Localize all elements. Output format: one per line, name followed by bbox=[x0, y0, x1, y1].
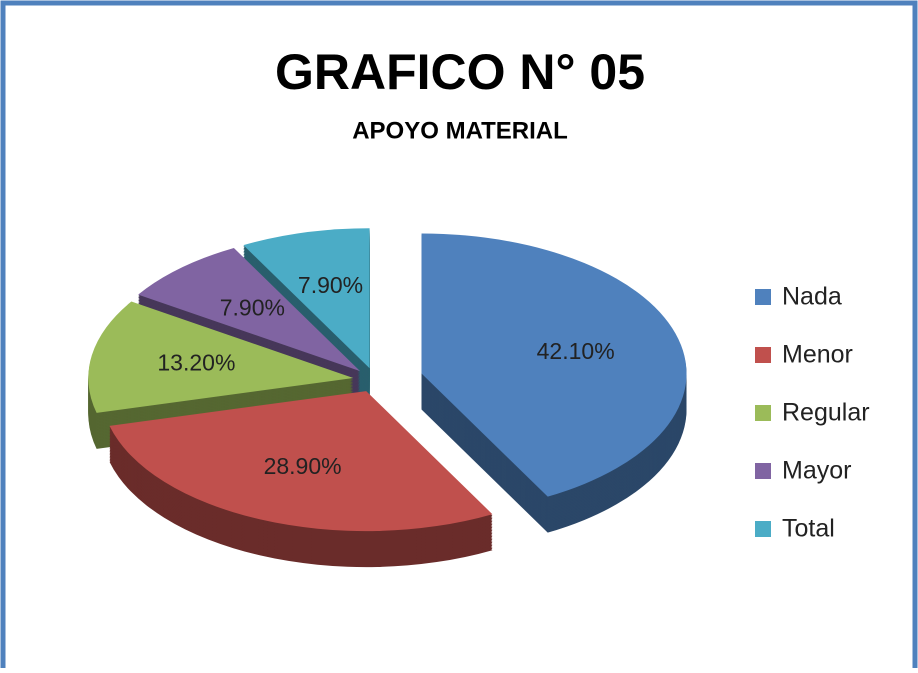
chart-subtitle: APOYO MATERIAL bbox=[352, 117, 568, 144]
data-label: 42.10% bbox=[537, 338, 615, 364]
slice bbox=[243, 228, 370, 369]
data-label: 7.90% bbox=[220, 294, 285, 320]
data-label: 28.90% bbox=[264, 453, 342, 479]
chart-title: GRAFICO N° 05 bbox=[275, 44, 645, 100]
legend-label: Regular bbox=[782, 399, 870, 427]
data-label: 7.90% bbox=[298, 272, 363, 298]
legend-swatch bbox=[755, 521, 771, 537]
slice bbox=[138, 247, 361, 372]
legend-label: Total bbox=[782, 515, 835, 543]
legend-swatch bbox=[755, 405, 771, 421]
slice bbox=[109, 391, 493, 532]
legend-label: Menor bbox=[782, 341, 853, 369]
legend-label: Mayor bbox=[782, 457, 851, 485]
legend-swatch bbox=[755, 289, 771, 305]
slice bbox=[88, 301, 354, 413]
legend-label: Nada bbox=[782, 283, 842, 311]
data-label: 13.20% bbox=[157, 349, 235, 375]
legend-swatch bbox=[755, 347, 771, 363]
legend-swatch bbox=[755, 463, 771, 479]
slice bbox=[421, 233, 687, 497]
